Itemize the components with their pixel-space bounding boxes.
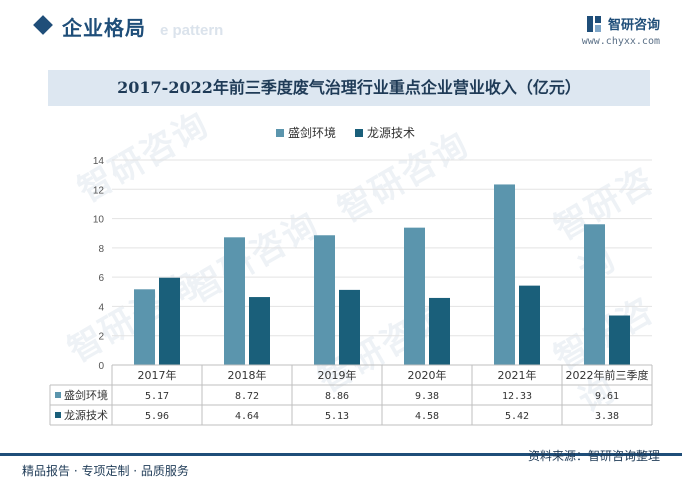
legend-swatch	[276, 129, 284, 137]
data-label: 3.38	[595, 411, 619, 422]
x-tick-label: 2020年	[408, 368, 447, 382]
y-tick-label: 2	[98, 332, 104, 343]
legend-swatch	[355, 129, 363, 137]
header: 企业格局 e pattern 智研咨询 www.chyxx.com	[0, 0, 682, 60]
x-tick-label: 2021年	[498, 368, 537, 382]
y-tick-label: 0	[98, 361, 104, 372]
y-tick-label: 14	[93, 156, 105, 167]
bar	[339, 289, 360, 365]
bar	[429, 297, 450, 365]
y-tick-label: 8	[98, 244, 104, 255]
data-label: 4.64	[235, 411, 259, 422]
brand-url: www.chyxx.com	[581, 36, 660, 47]
x-tick-label: 2022年前三季度	[566, 368, 649, 382]
footer-source: 资料来源：智研咨询整理	[527, 449, 660, 463]
bar	[249, 297, 270, 365]
bar	[314, 235, 335, 365]
bar	[519, 285, 540, 365]
data-label: 5.13	[325, 411, 349, 422]
bar	[224, 237, 245, 365]
table-legend-swatch	[55, 412, 61, 418]
table-series-label: 龙源技术	[64, 408, 108, 422]
data-label: 9.61	[595, 391, 619, 402]
legend-label: 盛剑环境	[288, 125, 336, 140]
bar	[494, 184, 515, 365]
y-tick-label: 4	[98, 302, 104, 313]
bar	[584, 224, 605, 365]
bar	[404, 227, 425, 365]
y-tick-label: 6	[98, 273, 104, 284]
y-tick-label: 10	[93, 215, 105, 226]
data-label: 12.33	[502, 391, 532, 402]
diamond-icon	[33, 15, 53, 35]
x-tick-label: 2017年	[138, 368, 177, 382]
data-label: 8.72	[235, 391, 259, 402]
ghost-subtitle: e pattern	[160, 22, 224, 39]
data-label: 8.86	[325, 391, 349, 402]
data-label: 4.58	[415, 411, 439, 422]
data-label: 5.42	[505, 411, 529, 422]
brand-logo-icon	[586, 15, 601, 32]
brand-name: 智研咨询	[607, 18, 660, 33]
bar	[134, 289, 155, 365]
table-legend-swatch	[55, 392, 61, 398]
footer-slogan: 精品报告 · 专项定制 · 品质服务	[22, 464, 189, 478]
brand: 智研咨询 www.chyxx.com	[582, 14, 660, 47]
bar	[609, 315, 630, 365]
bar	[159, 277, 180, 365]
legend-label: 龙源技术	[367, 126, 415, 140]
x-tick-label: 2019年	[318, 368, 357, 382]
data-label: 5.96	[145, 411, 169, 422]
y-tick-label: 12	[93, 185, 105, 196]
chart-title: 2017-2022年前三季度废气治理行业重点企业营业收入（亿元）	[117, 78, 581, 97]
section-title: 企业格局	[62, 16, 146, 40]
data-label: 9.38	[415, 391, 439, 402]
chart-title-bar: 2017-2022年前三季度废气治理行业重点企业营业收入（亿元）	[48, 70, 650, 106]
data-label: 5.17	[145, 391, 169, 402]
footer-divider	[0, 453, 682, 456]
x-tick-label: 2018年	[228, 368, 267, 382]
table-series-label: 盛剑环境	[64, 388, 108, 402]
